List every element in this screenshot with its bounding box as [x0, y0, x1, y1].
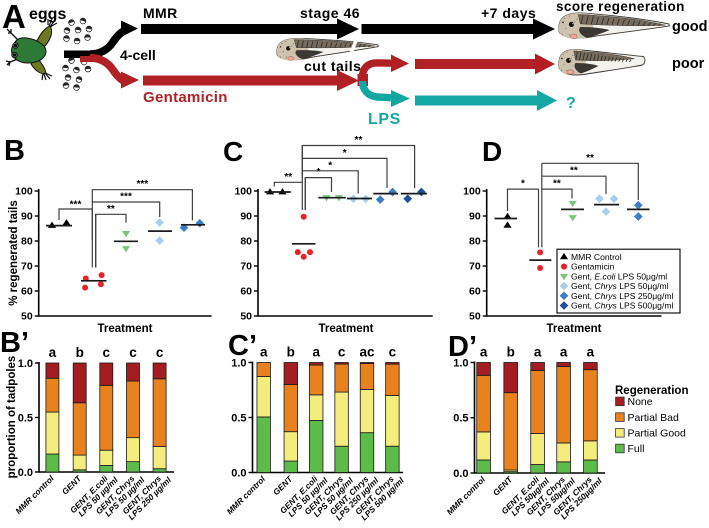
- svg-text:None: None: [628, 396, 653, 408]
- svg-text:Regeneration: Regeneration: [615, 385, 689, 397]
- svg-text:a: a: [312, 345, 320, 360]
- svg-text:B: B: [4, 135, 25, 167]
- svg-text:**: **: [107, 204, 115, 215]
- svg-text:Full: Full: [628, 443, 645, 455]
- svg-text:?: ?: [566, 95, 576, 112]
- svg-text:**: **: [284, 172, 292, 183]
- svg-text:b: b: [76, 345, 84, 360]
- svg-text:A: A: [2, 0, 26, 35]
- svg-text:90: 90: [469, 211, 481, 223]
- svg-text:stage 46: stage 46: [300, 5, 360, 21]
- svg-text:*: *: [316, 167, 320, 178]
- svg-text:a: a: [560, 345, 568, 360]
- svg-text:60: 60: [469, 286, 481, 298]
- svg-text:c: c: [338, 345, 346, 360]
- svg-text:50: 50: [21, 311, 33, 323]
- svg-text:Gent, Chrys LPS 500μg/ml: Gent, Chrys LPS 500μg/ml: [571, 301, 673, 311]
- svg-text:80: 80: [21, 236, 33, 248]
- svg-text:Gentamicin: Gentamicin: [571, 262, 615, 272]
- svg-text:Gent, Chrys LPS 250μg/ml: Gent, Chrys LPS 250μg/ml: [571, 291, 673, 301]
- svg-text:b: b: [287, 345, 295, 360]
- svg-text:b: b: [507, 345, 515, 360]
- svg-text:D’: D’: [448, 331, 477, 363]
- svg-text:70: 70: [469, 261, 481, 273]
- svg-text:1.0: 1.0: [453, 357, 468, 369]
- svg-text:+7 days: +7 days: [481, 5, 536, 21]
- svg-text:a: a: [534, 345, 542, 360]
- svg-text:60: 60: [21, 286, 33, 298]
- svg-text:100: 100: [15, 186, 33, 198]
- svg-text:1.0: 1.0: [231, 357, 246, 369]
- svg-text:Gent, Chrys LPS 50μg/ml: Gent, Chrys LPS 50μg/ml: [571, 281, 669, 291]
- svg-text:Gent, E.coli LPS 50μg/ml: Gent, E.coli LPS 50μg/ml: [571, 271, 667, 281]
- svg-text:***: ***: [137, 179, 149, 190]
- svg-text:70: 70: [240, 261, 252, 273]
- svg-text:70: 70: [21, 261, 33, 273]
- svg-text:D: D: [482, 136, 502, 167]
- svg-text:1.0: 1.0: [18, 358, 33, 370]
- svg-text:cut tails: cut tails: [304, 58, 361, 74]
- svg-text:90: 90: [21, 211, 33, 223]
- svg-text:***: ***: [70, 200, 82, 211]
- svg-text:ac: ac: [359, 345, 375, 360]
- svg-text:100: 100: [463, 186, 481, 198]
- svg-text:0.5: 0.5: [453, 413, 468, 425]
- svg-text:**: **: [570, 166, 578, 177]
- svg-text:score regeneration: score regeneration: [556, 0, 685, 14]
- svg-text:Treatment: Treatment: [319, 323, 374, 335]
- svg-text:MMR: MMR: [143, 5, 178, 21]
- svg-text:**: **: [355, 135, 363, 146]
- svg-text:0.0: 0.0: [453, 468, 468, 480]
- svg-text:Treatment: Treatment: [98, 323, 153, 335]
- svg-text:B’: B’: [0, 327, 29, 359]
- svg-text:*: *: [343, 148, 347, 159]
- svg-text:proportion of tadpoles: proportion of tadpoles: [6, 356, 18, 479]
- svg-text:c: c: [389, 345, 397, 360]
- svg-text:MMR Control: MMR Control: [571, 252, 622, 262]
- svg-text:poor: poor: [672, 56, 705, 72]
- svg-text:C’: C’: [228, 330, 257, 362]
- svg-text:Gentamicin: Gentamicin: [143, 89, 228, 106]
- svg-text:Treatment: Treatment: [547, 323, 602, 335]
- svg-text:Partial Bad: Partial Bad: [628, 412, 680, 424]
- svg-text:*: *: [328, 160, 332, 171]
- svg-text:LPS: LPS: [368, 111, 401, 128]
- svg-text:a: a: [260, 345, 268, 360]
- svg-text:c: c: [156, 345, 164, 360]
- svg-text:50: 50: [240, 311, 252, 323]
- svg-text:a: a: [480, 345, 488, 360]
- svg-text:80: 80: [469, 236, 481, 248]
- svg-text:c: c: [103, 345, 111, 360]
- svg-text:0.5: 0.5: [18, 412, 33, 424]
- svg-text:*: *: [521, 179, 525, 190]
- svg-text:80: 80: [240, 236, 252, 248]
- svg-text:C: C: [223, 136, 243, 167]
- svg-text:Partial Good: Partial Good: [628, 428, 687, 440]
- svg-text:c: c: [129, 345, 137, 360]
- svg-text:100: 100: [234, 186, 252, 198]
- svg-text:0.0: 0.0: [231, 467, 246, 479]
- svg-text:% regenerated tails: % regenerated tails: [8, 200, 20, 305]
- svg-text:**: **: [553, 179, 561, 190]
- svg-text:50: 50: [469, 311, 481, 323]
- svg-text:0.0: 0.0: [18, 467, 33, 479]
- svg-text:60: 60: [240, 286, 252, 298]
- svg-text:90: 90: [240, 211, 252, 223]
- svg-text:0.5: 0.5: [231, 412, 246, 424]
- svg-text:good: good: [672, 19, 707, 35]
- svg-text:4-cell: 4-cell: [120, 47, 156, 63]
- svg-text:***: ***: [120, 192, 132, 203]
- svg-text:**: **: [586, 153, 594, 164]
- svg-text:eggs: eggs: [29, 6, 66, 23]
- svg-text:a: a: [49, 345, 57, 360]
- svg-text:a: a: [587, 345, 595, 360]
